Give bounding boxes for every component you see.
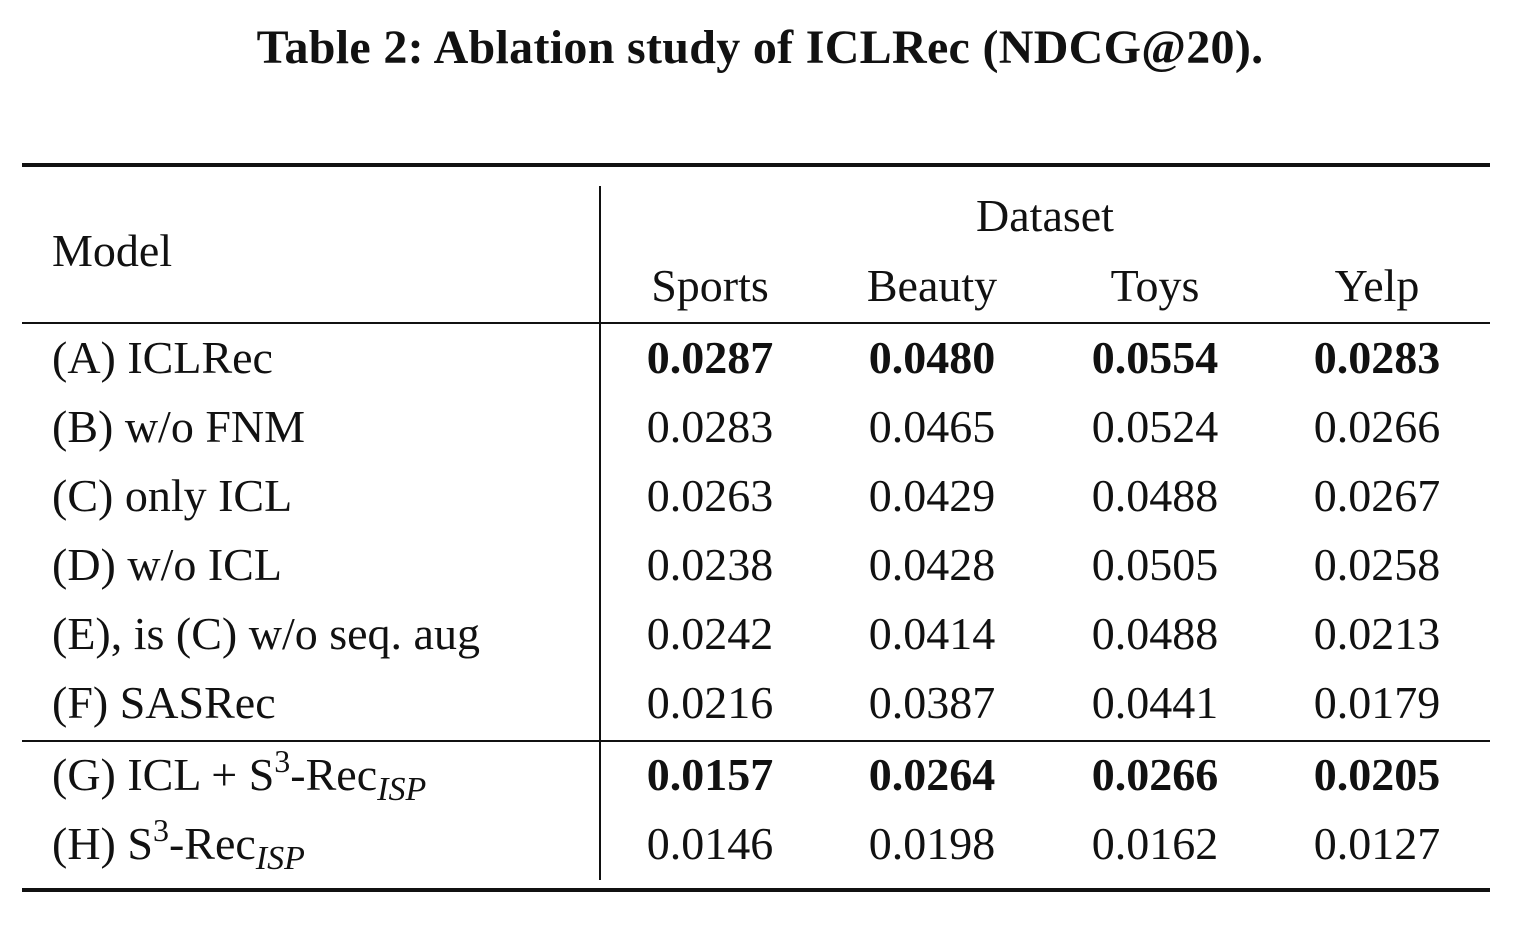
table-cell: 0.0428: [868, 539, 996, 590]
table-cell: 0.0258: [1313, 539, 1441, 590]
table-cell: 0.0554: [1091, 332, 1219, 383]
row-label: (E), is (C) w/o seq. aug: [52, 608, 480, 659]
table-cell: 0.0283: [1313, 332, 1441, 383]
table-cell: 0.0242: [646, 608, 774, 659]
dataset-header: Dataset: [976, 190, 1114, 241]
table-cell: 0.0266: [1313, 401, 1441, 452]
row-label: (A) ICLRec: [52, 332, 273, 383]
row-label: (B) w/o FNM: [52, 401, 306, 452]
table-cell: 0.0266: [1091, 749, 1219, 800]
bottom-rule: [22, 888, 1490, 892]
table-cell: 0.0387: [868, 677, 996, 728]
header-rule: [22, 322, 1490, 324]
table-cell: 0.0287: [646, 332, 774, 383]
table-cell: 0.0205: [1313, 749, 1441, 800]
column-header-beauty: Beauty: [866, 260, 998, 311]
table-cell: 0.0267: [1313, 470, 1441, 521]
table-cell: 0.0488: [1091, 608, 1219, 659]
table-cell: 0.0238: [646, 539, 774, 590]
table-cell: 0.0414: [868, 608, 996, 659]
column-header-toys: Toys: [1110, 260, 1200, 311]
table-cell: 0.0505: [1091, 539, 1219, 590]
column-divider: [599, 186, 601, 880]
table-cell: 0.0213: [1313, 608, 1441, 659]
model-header: Model: [52, 225, 173, 276]
table-cell: 0.0146: [646, 818, 774, 869]
table-cell: 0.0283: [646, 401, 774, 452]
table-cell: 0.0216: [646, 677, 774, 728]
table-cell: 0.0465: [868, 401, 996, 452]
row-label: (D) w/o ICL: [52, 539, 282, 590]
row-label: (G) ICL + S3-RecISP: [52, 743, 427, 808]
table-cell: 0.0441: [1091, 677, 1219, 728]
column-header-sports: Sports: [651, 260, 769, 311]
table-cell: 0.0127: [1313, 818, 1441, 869]
table-cell: 0.0198: [868, 818, 996, 869]
table-caption: Table 2: Ablation study of ICLRec (NDCG@…: [256, 21, 1264, 74]
table-cell: 0.0480: [868, 332, 996, 383]
table-cell: 0.0429: [868, 470, 996, 521]
table-cell: 0.0524: [1091, 401, 1219, 452]
table-cell: 0.0263: [646, 470, 774, 521]
column-header-yelp: Yelp: [1334, 260, 1420, 311]
row-label: (H) S3-RecISP: [52, 812, 305, 877]
table-cell: 0.0179: [1313, 677, 1441, 728]
row-label: (F) SASRec: [52, 677, 276, 728]
table-cell: 0.0162: [1091, 818, 1219, 869]
group-rule: [22, 740, 1490, 742]
row-label: (C) only ICL: [52, 470, 293, 521]
table-cell: 0.0264: [868, 749, 996, 800]
table-cell: 0.0488: [1091, 470, 1219, 521]
table-cell: 0.0157: [646, 749, 774, 800]
top-rule: [22, 163, 1490, 167]
